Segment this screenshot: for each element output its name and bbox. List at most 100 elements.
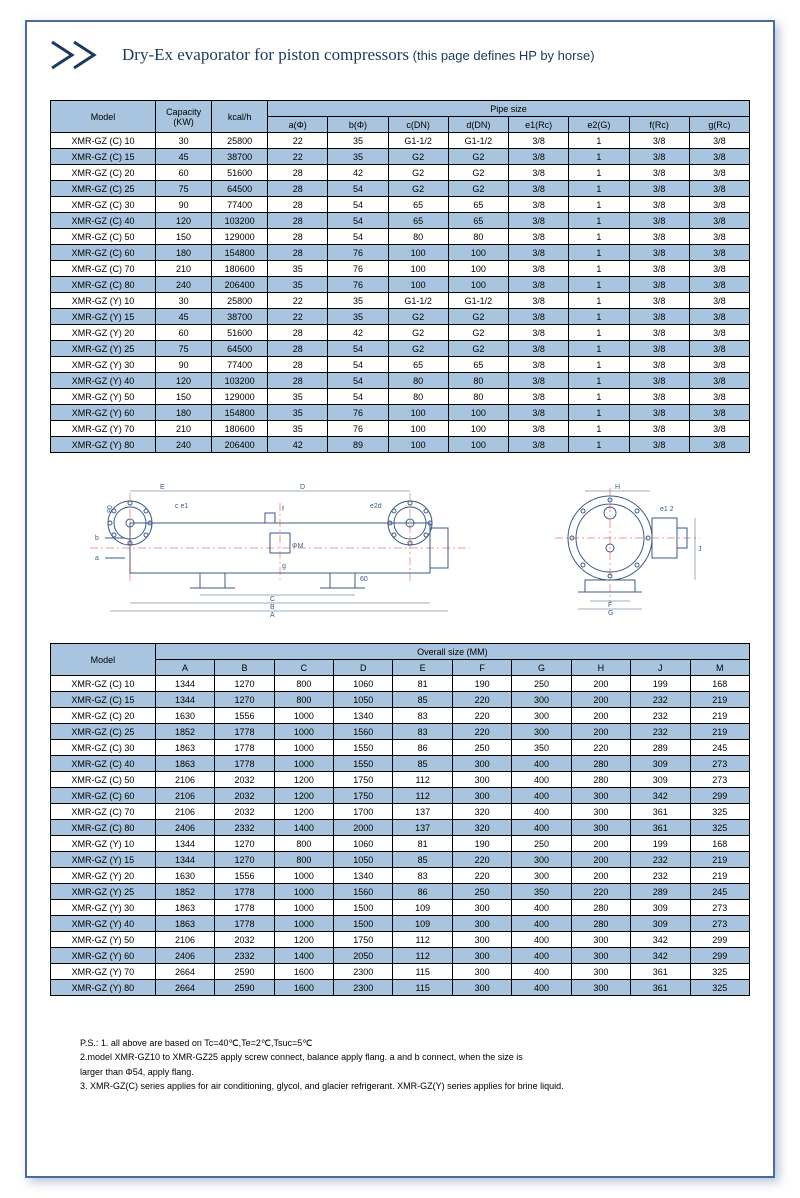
cell: 1344 [155,852,214,868]
cell: 800 [274,836,333,852]
cell: 3/8 [509,421,569,437]
cell: 3/8 [509,213,569,229]
cell: 350 [512,884,571,900]
cell: 137 [393,820,452,836]
cell: 219 [690,724,750,740]
cell: 1344 [155,836,214,852]
cell: 3/8 [629,325,689,341]
cell: 2032 [215,788,274,804]
cell: 3/8 [509,437,569,453]
cell: 3/8 [509,261,569,277]
cell: 3/8 [629,181,689,197]
th-overall: Overall size (MM) [155,644,749,660]
cell: 2300 [334,980,393,996]
cell: 1 [569,373,629,389]
cell: 1000 [274,884,333,900]
svg-text:J: J [698,546,702,553]
cell: 80 [388,229,448,245]
cell: XMR-GZ (C) 30 [51,740,156,756]
svg-text:H: H [615,484,620,491]
cell: 25800 [212,293,268,309]
cell: 3/8 [689,165,749,181]
cell: 3/8 [689,229,749,245]
cell: 250 [512,836,571,852]
cell: 1 [569,277,629,293]
cell: 1 [569,133,629,149]
cell: 1 [569,261,629,277]
cell: 65 [388,357,448,373]
cell: 54 [328,213,388,229]
cell: 1778 [215,900,274,916]
cell: 154800 [212,405,268,421]
cell: 3/8 [689,341,749,357]
cell: 1550 [334,740,393,756]
cell: 81 [393,836,452,852]
cell: 199 [631,676,690,692]
cell: 65 [448,357,508,373]
cell: 342 [631,788,690,804]
cell: 300 [452,772,511,788]
cell: 3/8 [629,389,689,405]
th-a(Φ): a(Φ) [268,117,328,133]
cell: 120 [156,373,212,389]
cell: XMR-GZ (Y) 80 [51,437,156,453]
cell: 400 [512,948,571,964]
cell: 2590 [215,980,274,996]
cell: 289 [631,740,690,756]
cell: XMR-GZ (C) 50 [51,229,156,245]
cell: 1560 [334,884,393,900]
cell: 289 [631,884,690,900]
cell: 280 [571,916,630,932]
cell: 210 [156,261,212,277]
cell: 2406 [155,820,214,836]
cell: 81 [393,676,452,692]
cell: 1 [569,325,629,341]
svg-text:A: A [270,612,275,619]
th-pipesize: Pipe size [268,101,750,117]
cell: 1600 [274,980,333,996]
cell: 3/8 [629,293,689,309]
cell: 2106 [155,932,214,948]
cell: 232 [631,852,690,868]
cell: 3/8 [509,357,569,373]
cell: 1270 [215,676,274,692]
cell: 1400 [274,820,333,836]
cell: 2032 [215,804,274,820]
cell: 100 [448,245,508,261]
cell: 65 [388,197,448,213]
cell: XMR-GZ (Y) 70 [51,964,156,980]
cell: 80 [448,229,508,245]
th-f(Rc): f(Rc) [629,117,689,133]
cell: XMR-GZ (Y) 30 [51,357,156,373]
cell: 28 [268,325,328,341]
cell: 1778 [215,740,274,756]
cell: 1200 [274,772,333,788]
cell: 100 [448,261,508,277]
cell: 168 [690,836,750,852]
cell: 1000 [274,708,333,724]
cell: 300 [512,708,571,724]
cell: 1 [569,181,629,197]
cell: XMR-GZ (Y) 30 [51,900,156,916]
cell: 3/8 [509,149,569,165]
overall-size-table: Model Overall size (MM) ABCDEFGHJM XMR-G… [50,643,750,996]
cell: 103200 [212,373,268,389]
cell: 54 [328,197,388,213]
cell: 150 [156,389,212,405]
cell: 120 [156,213,212,229]
cell: XMR-GZ (C) 15 [51,149,156,165]
cell: 250 [452,884,511,900]
cell: 1000 [274,900,333,916]
title-row: Dry-Ex evaporator for piston compressors… [50,40,750,70]
cell: 100 [388,437,448,453]
cell: 28 [268,245,328,261]
technical-diagram: E D c e1 f e2d b a ΦM g 60 80 C B A [50,473,750,623]
cell: 200 [571,852,630,868]
cell: 400 [512,756,571,772]
cell: 109 [393,900,452,916]
svg-text:60: 60 [360,576,368,583]
cell: 3/8 [629,229,689,245]
svg-text:b: b [95,535,99,542]
cell: 240 [156,277,212,293]
cell: 300 [571,932,630,948]
